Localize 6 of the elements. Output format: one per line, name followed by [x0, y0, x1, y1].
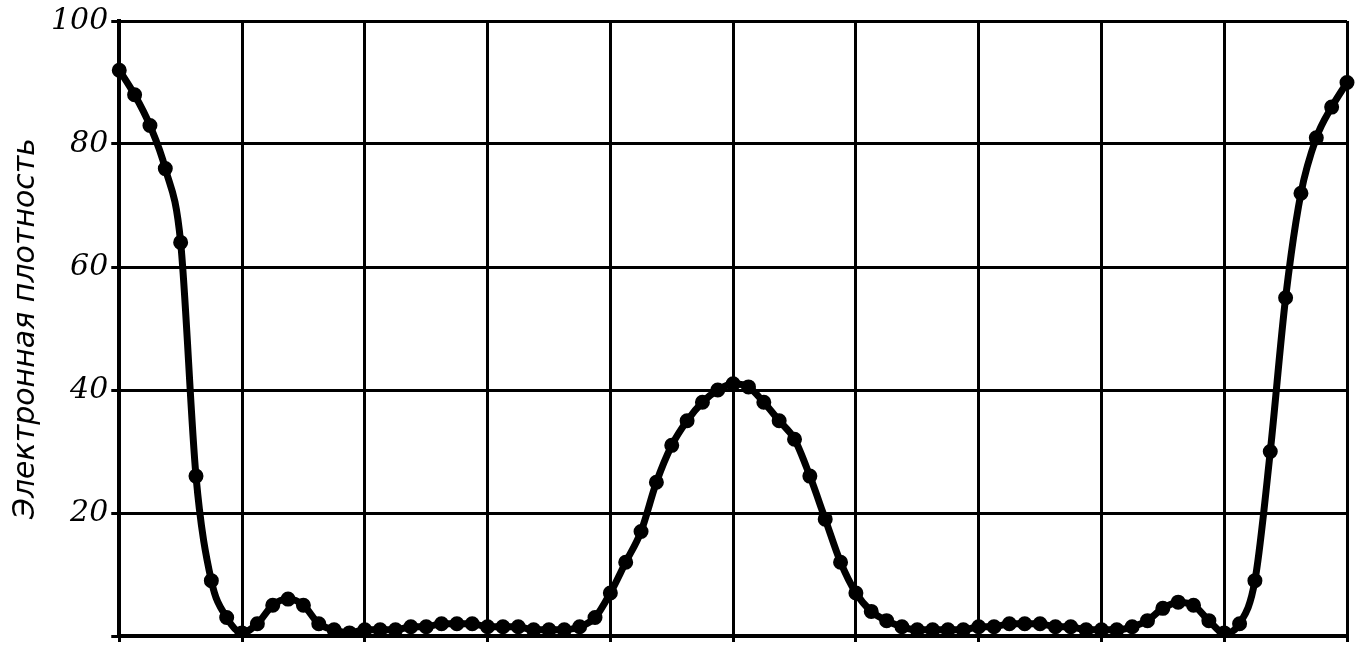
y-tick-label: 80	[70, 123, 109, 159]
y-tick-label: 60	[70, 246, 109, 282]
y-tick-label: 20	[69, 492, 109, 528]
y-tick-label: 100	[51, 0, 109, 36]
y-tick-label: 40	[69, 369, 109, 405]
y-axis-title: Электронная плотность	[5, 137, 41, 521]
